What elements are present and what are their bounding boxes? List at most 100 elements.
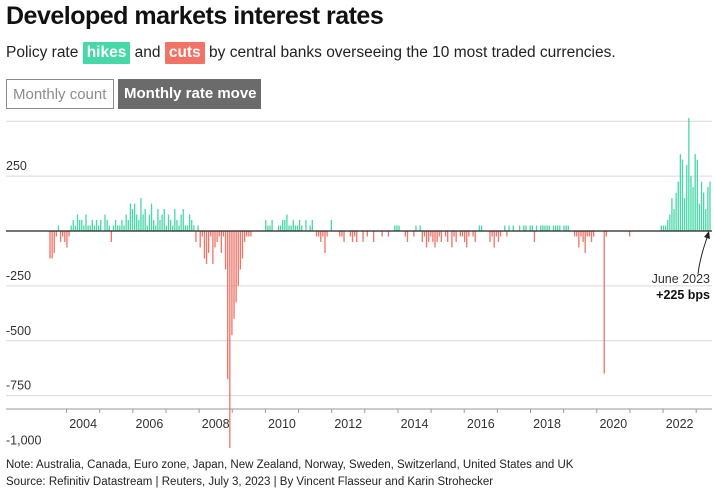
hike-bar	[100, 220, 102, 231]
cut-bar	[453, 231, 455, 237]
hike-bar	[153, 220, 155, 231]
hike-bar	[174, 209, 176, 231]
cut-bar	[603, 231, 605, 374]
hike-bar	[660, 225, 662, 231]
cut-bar	[466, 231, 468, 248]
cut-bar	[248, 231, 250, 237]
hike-bar	[311, 220, 313, 231]
cut-bar	[237, 231, 239, 286]
cut-bar	[239, 231, 242, 270]
cut-bar	[241, 231, 244, 259]
cut-bar	[110, 231, 112, 242]
cut-bar	[461, 231, 464, 237]
hike-bar	[279, 225, 282, 231]
cut-bar	[243, 231, 246, 242]
cut-bar	[489, 231, 491, 242]
hike-bar	[127, 220, 129, 231]
cut-bar	[459, 231, 462, 237]
hike-bar	[531, 225, 533, 231]
hike-bar	[169, 220, 172, 231]
cut-bar	[64, 231, 66, 242]
hike-bar	[163, 209, 165, 231]
hike-bar	[309, 225, 311, 231]
x-tick-label: 2012	[334, 417, 362, 431]
annotation-value: +225 bps	[656, 288, 710, 302]
hike-bar	[535, 225, 538, 231]
hike-bar	[70, 225, 72, 231]
hike-bar	[114, 220, 117, 231]
y-tick-label: 250	[6, 159, 27, 173]
hike-bar	[523, 225, 525, 231]
hike-bar	[330, 220, 332, 231]
cut-bar	[229, 231, 231, 448]
hike-bar	[554, 225, 557, 231]
footer-note: Note: Australia, Canada, Euro zone, Japa…	[6, 459, 574, 471]
cut-bar	[588, 231, 591, 237]
monthly-rate-move-button[interactable]: Monthly rate move	[118, 79, 261, 109]
cut-bar	[586, 231, 588, 237]
hike-bar	[548, 225, 550, 231]
hike-bar	[298, 220, 301, 231]
hike-bar	[129, 203, 132, 231]
cut-bar	[214, 231, 216, 248]
hike-bar	[159, 220, 161, 231]
cut-bar	[440, 231, 442, 242]
y-tick-label: -750	[6, 379, 31, 393]
cut-bar	[55, 231, 57, 237]
cut-bar	[53, 231, 55, 253]
cut-bar	[432, 231, 434, 242]
hike-bar	[284, 220, 286, 231]
cut-bar	[447, 231, 449, 242]
cut-bar	[201, 231, 203, 237]
cut-bar	[62, 231, 64, 237]
hike-bar	[662, 225, 665, 231]
hike-bar	[186, 225, 189, 231]
cut-bar	[605, 231, 607, 237]
hike-bar	[95, 220, 98, 231]
cut-bar	[576, 231, 578, 237]
cut-bar	[590, 231, 593, 242]
hike-bar	[144, 209, 146, 231]
hike-bar	[155, 225, 157, 231]
cut-bar	[362, 231, 364, 242]
cut-bar	[444, 231, 447, 237]
monthly-count-button[interactable]: Monthly count	[6, 79, 114, 109]
cut-bar	[66, 231, 68, 248]
cut-bar	[341, 231, 343, 237]
cut-bar	[68, 231, 70, 237]
hike-bar	[292, 220, 294, 231]
hike-bar	[150, 203, 153, 231]
hike-bar	[269, 225, 271, 231]
cut-bar	[463, 231, 466, 242]
cut-bar	[413, 231, 415, 237]
hike-bar	[182, 209, 184, 231]
hike-bar	[679, 154, 682, 231]
cut-bar	[224, 231, 227, 270]
cut-bar	[203, 231, 206, 259]
hike-bar	[121, 220, 123, 231]
cut-bar	[468, 231, 470, 237]
hike-bar	[294, 225, 297, 231]
hike-bar	[512, 225, 514, 231]
cut-bar	[421, 231, 423, 242]
x-tick-label: 2010	[268, 417, 296, 431]
cut-bar	[351, 231, 354, 242]
hike-bar	[415, 225, 417, 231]
x-axis: 2004 2006 2008 2010 2012 2014 2016 2018 2020 2022	[6, 408, 712, 431]
cut-bar	[451, 231, 453, 248]
hike-bar	[87, 225, 89, 231]
hike-bar	[700, 181, 703, 231]
hike-bar	[688, 118, 690, 231]
cut-bar	[220, 231, 222, 253]
hike-bar	[692, 187, 694, 231]
cut-bar	[349, 231, 352, 237]
hike-bar	[301, 225, 303, 231]
cut-bar	[366, 231, 368, 237]
cut-bar	[222, 231, 225, 237]
cut-bar	[210, 231, 212, 237]
cut-bar	[205, 231, 208, 264]
hike-bar	[504, 225, 506, 231]
cut-bar	[320, 231, 322, 242]
hike-bar	[698, 203, 701, 231]
cut-bar	[506, 231, 508, 237]
